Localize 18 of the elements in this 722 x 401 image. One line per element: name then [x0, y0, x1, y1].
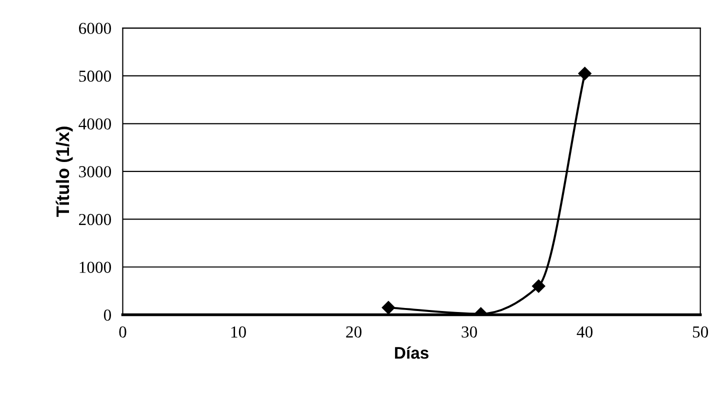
- x-tick-label: 50: [692, 326, 708, 338]
- x-tick-label: 10: [231, 326, 246, 338]
- x-tick-label: 30: [462, 326, 477, 338]
- y-tick-label: 2000: [79, 214, 111, 226]
- point: [532, 280, 546, 293]
- y-tick-label: 6000: [79, 22, 111, 34]
- x-tick-label: 20: [346, 326, 362, 338]
- x-tick-label: 0: [119, 326, 126, 338]
- point: [382, 301, 396, 314]
- point: [578, 66, 592, 80]
- y-axis-title: Título (1/x): [56, 126, 73, 217]
- y-tick-label: 1000: [80, 262, 111, 273]
- y-tick-label: 5000: [79, 70, 111, 82]
- y-tick-label: 4000: [78, 118, 111, 130]
- y-tick-label: 0: [104, 309, 111, 321]
- y-tick-label: 3000: [79, 166, 111, 178]
- x-tick-label: 40: [576, 326, 593, 338]
- x-axis-title: Días: [395, 346, 428, 359]
